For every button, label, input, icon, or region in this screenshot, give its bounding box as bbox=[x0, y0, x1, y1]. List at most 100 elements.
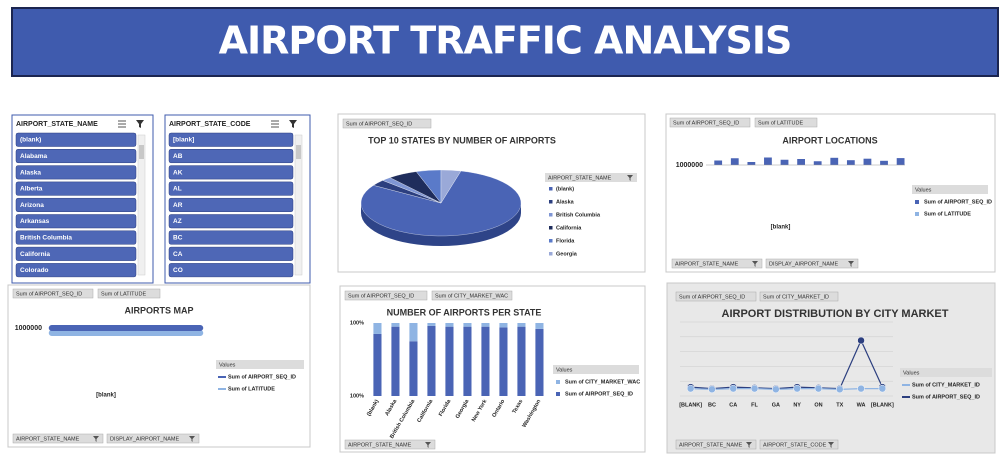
x-tick-label: [BLANK] bbox=[871, 402, 894, 408]
legend-label: British Columbia bbox=[556, 212, 601, 218]
slicer-item[interactable] bbox=[168, 149, 294, 164]
slicer-item[interactable] bbox=[168, 230, 294, 245]
field-button[interactable] bbox=[759, 291, 839, 302]
field-button[interactable] bbox=[97, 288, 161, 299]
legend-swatch bbox=[549, 213, 553, 217]
bar-segment bbox=[427, 323, 436, 326]
field-button[interactable] bbox=[669, 117, 751, 128]
filter-icon[interactable] bbox=[627, 175, 633, 181]
slicer-item[interactable] bbox=[168, 181, 294, 196]
bar bbox=[863, 158, 872, 165]
slicer-item[interactable] bbox=[168, 197, 294, 212]
slicer-item[interactable] bbox=[15, 263, 137, 278]
slicer-item[interactable] bbox=[15, 246, 137, 261]
bar bbox=[714, 160, 723, 165]
point bbox=[750, 384, 759, 393]
legend-title: Values bbox=[219, 362, 236, 368]
field-button[interactable] bbox=[12, 288, 94, 299]
clear-filter-icon[interactable] bbox=[289, 120, 297, 128]
slicer-item[interactable] bbox=[168, 214, 294, 229]
bar-segment bbox=[391, 326, 400, 396]
legend-title-bg bbox=[900, 368, 992, 377]
scrollbar[interactable] bbox=[294, 134, 303, 276]
legend-label: California bbox=[556, 225, 582, 231]
legend-title: AIRPORT_STATE_NAME bbox=[548, 175, 612, 181]
slicer-item[interactable] bbox=[15, 230, 137, 245]
scroll-thumb[interactable] bbox=[296, 145, 301, 159]
page-title: AIRPORT TRAFFIC ANALYSIS bbox=[219, 19, 792, 63]
x-tick-label: NY bbox=[793, 402, 801, 408]
bar-segment bbox=[463, 323, 472, 327]
filter-icon[interactable] bbox=[746, 442, 752, 448]
multi-select-icon[interactable] bbox=[118, 120, 126, 128]
slicer-item[interactable] bbox=[168, 263, 294, 278]
legend-title: Values bbox=[903, 370, 920, 376]
field-button[interactable] bbox=[344, 439, 436, 450]
legend-swatch bbox=[549, 200, 553, 204]
field-button-label: Sum of AIRPORT_SEQ_ID bbox=[346, 121, 412, 127]
bar bbox=[896, 158, 905, 165]
series-line bbox=[690, 339, 883, 390]
field-button[interactable] bbox=[754, 117, 818, 128]
legend-swatch bbox=[915, 200, 919, 204]
field-button[interactable] bbox=[431, 290, 513, 301]
slicer-item[interactable] bbox=[15, 132, 137, 147]
legend-label: Sum of AIRPORT_SEQ_ID bbox=[228, 374, 296, 380]
scrollbar[interactable] bbox=[137, 134, 146, 276]
field-button[interactable] bbox=[106, 433, 200, 444]
slicer-item[interactable] bbox=[15, 165, 137, 180]
bar-segment bbox=[517, 326, 526, 396]
field-button[interactable] bbox=[342, 118, 432, 129]
legend-swatch bbox=[556, 392, 560, 396]
legend-swatch bbox=[549, 187, 553, 191]
group-label: [blank] bbox=[96, 393, 116, 399]
slicer-title: AIRPORT_STATE_NAME bbox=[16, 121, 98, 128]
bar-segment bbox=[373, 323, 382, 334]
filter-icon[interactable] bbox=[828, 442, 834, 448]
slicer-item[interactable] bbox=[15, 181, 137, 196]
legend-label: Georgia bbox=[556, 251, 578, 257]
slicer-item-label: AZ bbox=[173, 218, 182, 225]
chart-title: TOP 10 STATES BY NUMBER OF AIRPORTS bbox=[368, 135, 556, 145]
filter-icon[interactable] bbox=[752, 261, 758, 267]
field-button[interactable] bbox=[344, 290, 428, 301]
point bbox=[686, 384, 695, 393]
legend-title-bg bbox=[545, 173, 637, 182]
filter-icon[interactable] bbox=[848, 261, 854, 267]
legend-label: Sum of LATITUDE bbox=[924, 211, 971, 217]
slicer-item-label: BC bbox=[173, 235, 183, 242]
slicer-item[interactable] bbox=[168, 246, 294, 261]
filter-icon[interactable] bbox=[189, 436, 195, 442]
y-tick-label: 1000000 bbox=[676, 162, 703, 169]
field-button[interactable] bbox=[675, 439, 757, 450]
slicer-item-label: AL bbox=[173, 186, 182, 193]
slicer-item[interactable] bbox=[15, 149, 137, 164]
slicer-item[interactable] bbox=[15, 197, 137, 212]
field-button[interactable] bbox=[671, 258, 763, 269]
scroll-thumb[interactable] bbox=[139, 145, 144, 159]
bar-segment bbox=[409, 341, 418, 396]
multi-select-icon[interactable] bbox=[271, 120, 279, 128]
bar-segment bbox=[463, 326, 472, 396]
slicer-item-label: Alberta bbox=[20, 186, 43, 193]
series-line bbox=[690, 388, 883, 390]
filter-icon[interactable] bbox=[425, 442, 431, 448]
slicer-item[interactable] bbox=[168, 132, 294, 147]
legend-swatch bbox=[549, 239, 553, 243]
field-button[interactable] bbox=[675, 291, 757, 302]
field-button[interactable] bbox=[759, 439, 839, 450]
clear-filter-icon[interactable] bbox=[136, 120, 144, 128]
legend-title: Values bbox=[915, 187, 932, 193]
bar-segment bbox=[517, 323, 526, 327]
y-tick-label: 100% bbox=[350, 320, 364, 326]
slicer-item[interactable] bbox=[168, 165, 294, 180]
field-button[interactable] bbox=[12, 433, 104, 444]
pie-slice bbox=[440, 169, 462, 204]
field-button-label: Sum of LATITUDE bbox=[758, 120, 803, 126]
filter-icon[interactable] bbox=[93, 436, 99, 442]
bar-segment bbox=[409, 323, 418, 342]
slicer-item[interactable] bbox=[15, 214, 137, 229]
x-tick-label: BC bbox=[708, 402, 716, 408]
field-button[interactable] bbox=[765, 258, 859, 269]
bar-segment bbox=[373, 333, 382, 396]
